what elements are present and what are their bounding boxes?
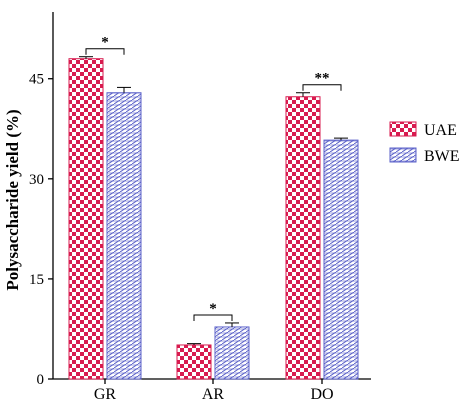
- legend-swatch-uae: [389, 121, 417, 137]
- legend-label-bwe: BWE: [424, 148, 460, 165]
- bar-bwe-ar: [214, 326, 250, 380]
- significance-group: ****: [85, 35, 342, 321]
- axes: 0 15 30 45 GR AR DO: [29, 12, 371, 403]
- legend-label-uae: UAE: [424, 122, 457, 139]
- y-tick-label-2: 30: [29, 172, 44, 188]
- x-tick-label-gr: GR: [94, 386, 117, 403]
- significance-marker-ar: *: [209, 301, 217, 317]
- y-tick-label-1: 15: [29, 272, 44, 288]
- bar-uae-gr: [68, 58, 104, 380]
- bar-bwe-do: [323, 139, 359, 380]
- significance-marker-do: **: [315, 71, 330, 87]
- y-tick-label-0: 0: [37, 372, 45, 388]
- significance-bracket-gr: [85, 48, 125, 55]
- legend-swatch-bwe: [389, 147, 417, 163]
- bar-bwe-gr: [106, 92, 142, 380]
- bars-group: [68, 56, 359, 380]
- bar-uae-do: [285, 96, 321, 380]
- x-tick-label-ar: AR: [202, 386, 225, 403]
- y-axis-label: Polysaccharide yield (%): [3, 109, 22, 290]
- x-tick-label-do: DO: [310, 386, 333, 403]
- significance-bracket-ar: [193, 314, 233, 321]
- significance-marker-gr: *: [101, 35, 109, 51]
- bar-uae-ar: [176, 344, 212, 380]
- significance-bracket-do: [302, 84, 342, 91]
- y-tick-label-3: 45: [29, 72, 44, 88]
- legend: UAE BWE: [389, 121, 460, 165]
